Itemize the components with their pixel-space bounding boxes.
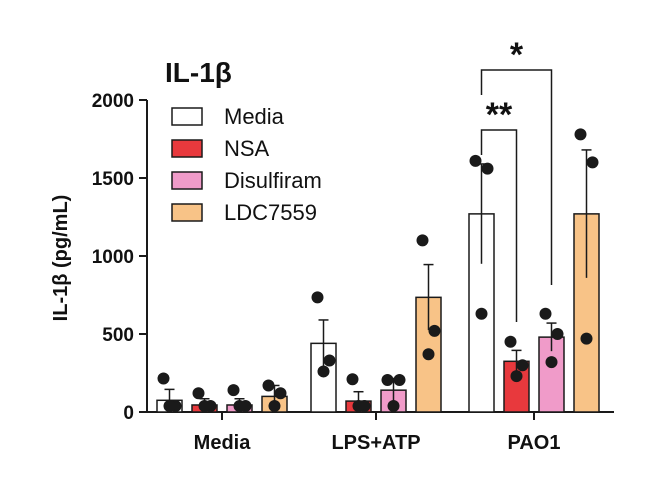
x-tick-label: LPS+ATP xyxy=(331,432,420,454)
data-point xyxy=(422,348,435,361)
data-point xyxy=(387,400,400,412)
data-point xyxy=(539,307,552,320)
legend-swatch xyxy=(171,107,203,126)
data-point xyxy=(545,356,558,369)
data-point xyxy=(504,335,517,348)
data-point xyxy=(198,400,211,412)
chart-title: IL-1β xyxy=(165,57,232,88)
significance-bracket xyxy=(480,129,518,322)
legend-swatch xyxy=(171,171,203,190)
data-point xyxy=(510,370,523,383)
y-tick-label: 500 xyxy=(102,325,134,346)
legend-label: Media xyxy=(224,104,285,129)
x-tick-label: PAO1 xyxy=(508,432,561,454)
data-point xyxy=(268,400,281,412)
data-point xyxy=(586,156,599,169)
data-point xyxy=(323,354,336,367)
data-point xyxy=(551,328,564,340)
data-point xyxy=(157,372,170,385)
legend-label: Disulfiram xyxy=(224,168,322,193)
data-point xyxy=(227,384,240,397)
data-point xyxy=(393,374,406,387)
y-axis-title: IL-1β (pg/mL) xyxy=(50,195,72,322)
data-point xyxy=(346,373,359,386)
data-point xyxy=(274,387,287,400)
data-point xyxy=(428,324,441,337)
y-tick-label: 1500 xyxy=(92,169,134,190)
significance-label: * xyxy=(510,36,524,74)
data-point xyxy=(311,291,324,304)
data-point xyxy=(469,154,482,167)
data-point xyxy=(233,400,246,412)
significance-label: ** xyxy=(486,96,513,134)
data-point xyxy=(574,128,587,141)
data-point xyxy=(516,359,529,372)
data-point xyxy=(192,387,205,400)
data-point xyxy=(317,365,330,378)
data-point xyxy=(580,332,593,345)
y-tick-label: 1000 xyxy=(92,247,134,268)
legend-swatch xyxy=(171,139,203,158)
legend-label: NSA xyxy=(224,136,270,161)
data-point xyxy=(262,379,275,392)
data-point xyxy=(352,400,365,412)
data-point xyxy=(416,234,429,247)
data-point xyxy=(475,307,488,320)
significance-bracket xyxy=(480,69,553,285)
y-tick-label: 2000 xyxy=(92,91,134,112)
legend-swatch xyxy=(171,203,203,222)
y-tick-label: 0 xyxy=(123,403,134,424)
data-point xyxy=(381,374,394,387)
data-point xyxy=(481,162,494,175)
x-tick-label: Media xyxy=(194,432,252,454)
data-point xyxy=(163,400,176,412)
legend-label: LDC7559 xyxy=(224,200,317,225)
